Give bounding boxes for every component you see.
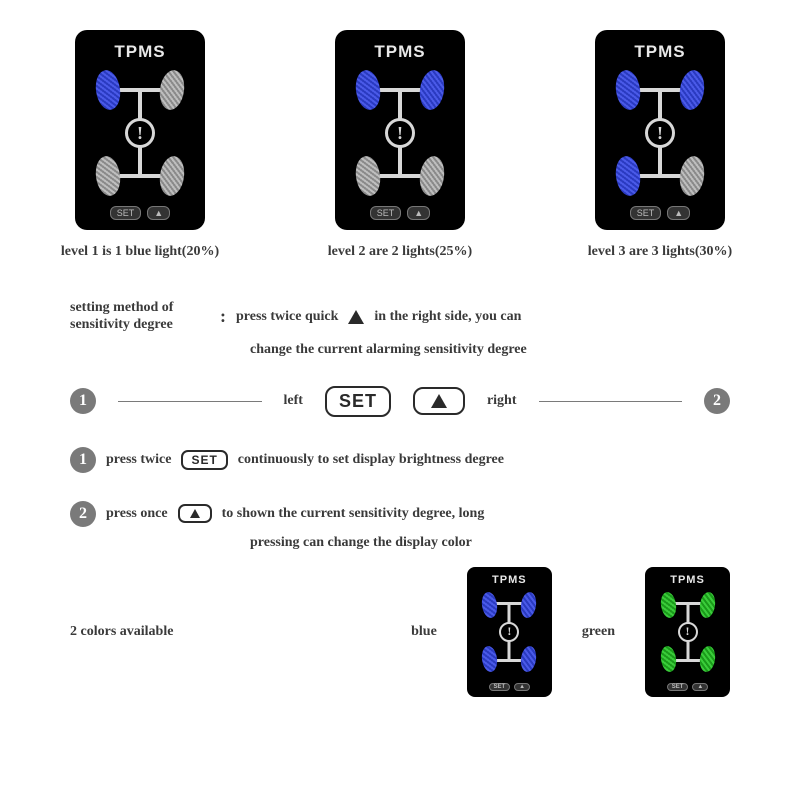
tpms-device: TPMS! SET ▲ <box>595 30 725 230</box>
tire-rl-icon <box>613 155 642 198</box>
num-2-icon: 2 <box>704 388 730 414</box>
device-set-button[interactable]: SET <box>667 683 689 691</box>
device-title: TPMS <box>374 42 425 62</box>
tire-fl-icon <box>659 591 677 619</box>
chassis-icon: ! <box>610 68 710 198</box>
tire-fl-icon <box>481 591 499 619</box>
device-set-button[interactable]: SET <box>630 206 662 220</box>
divider-line <box>118 401 262 402</box>
device-caption: level 1 is 1 blue light(20%) <box>30 244 250 260</box>
tpms-symbol-icon: ! <box>125 118 155 148</box>
colors-label: 2 colors available <box>70 624 173 640</box>
device-button-row: SET ▲ <box>335 206 465 220</box>
tire-fr-icon <box>417 69 446 112</box>
tire-rr-icon <box>417 155 446 198</box>
tire-fr-icon <box>677 69 706 112</box>
tire-rl-icon <box>659 645 677 673</box>
device-caption: level 2 are 2 lights(25%) <box>290 244 510 260</box>
blue-label: blue <box>411 624 437 640</box>
device-set-button[interactable]: SET <box>110 206 142 220</box>
triangle-icon <box>431 394 447 408</box>
tire-rr-icon <box>157 155 186 198</box>
tpms-device: TPMS! SET ▲ <box>75 30 205 230</box>
device-set-button[interactable]: SET <box>489 683 511 691</box>
button-bar: 1 left SET right 2 <box>70 386 730 417</box>
tpms-device: TPMS! SET▲ <box>645 567 730 697</box>
tire-fr-icon <box>157 69 186 112</box>
tire-rr-icon <box>520 645 538 673</box>
device-button-row: SET ▲ <box>595 206 725 220</box>
tpms-symbol-icon: ! <box>499 622 519 642</box>
device-row: TPMS!SET▲level 1 is 1 blue light(20%)TPM… <box>0 0 800 260</box>
device-arrow-button[interactable]: ▲ <box>407 206 430 220</box>
triangle-icon <box>348 310 364 324</box>
tire-fr-icon <box>698 591 716 619</box>
device-title: TPMS <box>114 42 165 62</box>
tpms-symbol-icon: ! <box>645 118 675 148</box>
step1-a: press twice <box>106 452 171 468</box>
tire-rr-icon <box>677 155 706 198</box>
set-button-small[interactable]: SET <box>181 450 227 470</box>
chassis-icon: ! <box>90 68 190 198</box>
device-arrow-button[interactable]: ▲ <box>514 683 530 691</box>
setting-text-2: change the current alarming sensitivity … <box>250 342 527 358</box>
tire-fl-icon <box>353 69 382 112</box>
set-button[interactable]: SET <box>325 386 391 417</box>
device-arrow-button[interactable]: ▲ <box>667 206 690 220</box>
tire-rl-icon <box>481 645 499 673</box>
colon: : <box>220 306 226 327</box>
step2-b: to shown the current sensitivity degree,… <box>222 506 485 522</box>
tpms-symbol-icon: ! <box>385 118 415 148</box>
step1-num-icon: 1 <box>70 447 96 473</box>
right-label: right <box>487 393 517 409</box>
device-title: TPMS <box>634 42 685 62</box>
green-label: green <box>582 624 615 640</box>
device-button-row: SET ▲ <box>75 206 205 220</box>
chassis-icon: ! <box>655 590 721 674</box>
device-set-button[interactable]: SET <box>370 206 402 220</box>
tire-fr-icon <box>520 591 538 619</box>
step1-b: continuously to set display brightness d… <box>238 452 504 468</box>
device-caption: level 3 are 3 lights(30%) <box>550 244 770 260</box>
tire-rl-icon <box>93 155 122 198</box>
setting-text-1a: press twice quick <box>236 309 338 325</box>
device-title: TPMS <box>670 574 705 586</box>
step2-num-icon: 2 <box>70 501 96 527</box>
arrow-button-small[interactable] <box>178 504 212 523</box>
device-column: TPMS! SET ▲ level 2 are 2 lights(25%) <box>290 30 510 260</box>
tpms-device: TPMS! SET▲ <box>467 567 552 697</box>
device-button-row: SET▲ <box>467 683 552 691</box>
device-button-row: SET▲ <box>645 683 730 691</box>
device-column: TPMS! SET ▲ level 1 is 1 blue light(20%) <box>30 30 250 260</box>
left-label: left <box>284 393 303 409</box>
device-title: TPMS <box>492 574 527 586</box>
device-arrow-button[interactable]: ▲ <box>692 683 708 691</box>
chassis-icon: ! <box>350 68 450 198</box>
setting-text-1b: in the right side, you can <box>374 309 521 325</box>
tire-rl-icon <box>353 155 382 198</box>
tire-rr-icon <box>698 645 716 673</box>
tpms-symbol-icon: ! <box>678 622 698 642</box>
num-1-icon: 1 <box>70 388 96 414</box>
instructions: setting method of sensitivity degree : p… <box>0 260 800 697</box>
step2-a: press once <box>106 506 168 522</box>
arrow-button[interactable] <box>413 387 465 415</box>
chassis-icon: ! <box>476 590 542 674</box>
tire-fl-icon <box>93 69 122 112</box>
triangle-icon <box>190 509 200 518</box>
tire-fl-icon <box>613 69 642 112</box>
step2-c: pressing can change the display color <box>250 535 472 551</box>
tpms-device: TPMS! SET ▲ <box>335 30 465 230</box>
colors-row: 2 colors available blue TPMS!SET▲ green … <box>70 567 730 697</box>
device-arrow-button[interactable]: ▲ <box>147 206 170 220</box>
setting-label: setting method of sensitivity degree <box>70 300 210 334</box>
divider-line <box>539 401 683 402</box>
device-column: TPMS! SET ▲ level 3 are 3 lights(30%) <box>550 30 770 260</box>
